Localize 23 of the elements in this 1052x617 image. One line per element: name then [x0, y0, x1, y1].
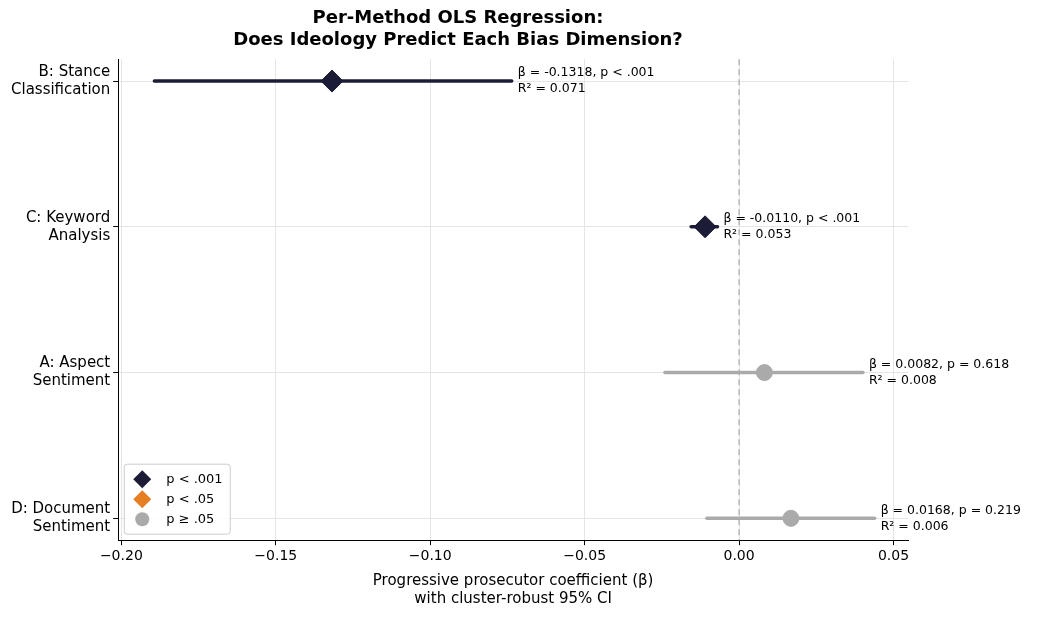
x-tick-label: 0.00 [723, 547, 755, 564]
annotation: β = -0.1318, p < .001 R² = 0.071 [517, 64, 655, 96]
y-tick-label: C: Keyword Analysis [25, 207, 111, 244]
x-tick-label: 0.05 [877, 547, 910, 564]
annotation: β = 0.0082, p = 0.618 R² = 0.008 [868, 355, 1010, 387]
legend-label: p ≥ .05 [166, 510, 215, 526]
annotation: β = -0.0110, p < .001 R² = 0.053 [723, 210, 861, 242]
x-tick-label: −0.10 [408, 547, 452, 564]
x-tick-label: −0.20 [99, 547, 143, 564]
y-tick-label: A: Aspect Sentiment [32, 353, 111, 390]
point [693, 215, 717, 239]
y-tick-label: B: Stance Classification [10, 61, 111, 98]
point [320, 69, 344, 93]
legend-label: p < .001 [166, 470, 223, 486]
point [755, 364, 773, 382]
chart-title: Per-Method OLS Regression: Does Ideology Predict Each Bias Dimension? [233, 6, 683, 50]
x-tick-label: −0.05 [563, 547, 607, 564]
point [782, 509, 800, 527]
x-axis-title: Progressive prosecutor coefficient (β) with cluster-robust 95% CI [372, 570, 654, 607]
annotation: β = 0.0168, p = 0.219 R² = 0.006 [880, 501, 1021, 533]
legend-label: p < .05 [166, 490, 215, 506]
x-tick-label: −0.15 [254, 547, 298, 564]
y-tick-label: D: Document Sentiment [11, 499, 111, 536]
